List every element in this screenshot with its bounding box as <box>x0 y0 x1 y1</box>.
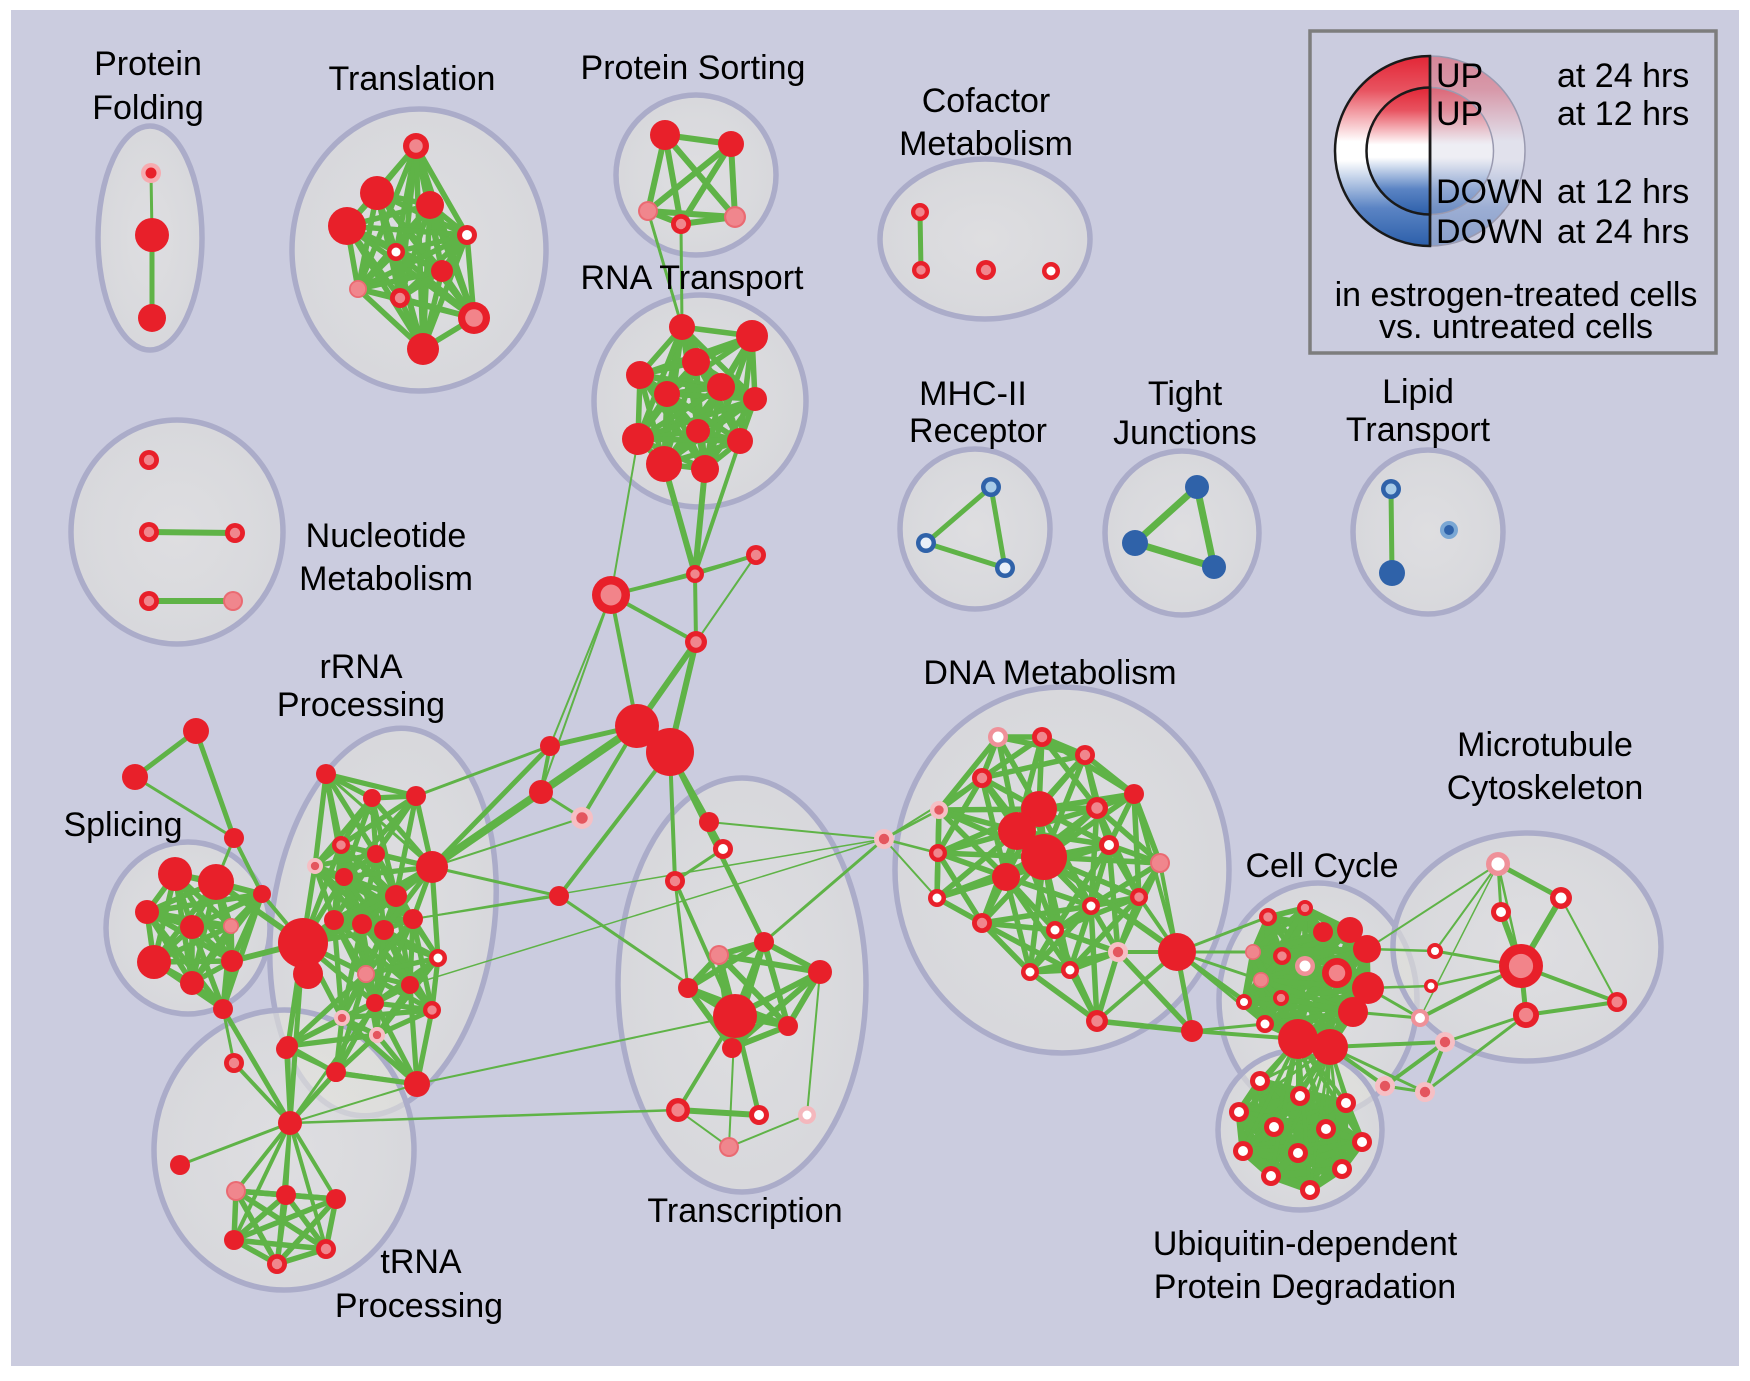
svg-text:Nucleotide: Nucleotide <box>306 517 467 555</box>
svg-text:Transport: Transport <box>1346 411 1491 449</box>
svg-text:Lipid: Lipid <box>1382 373 1454 411</box>
svg-text:Cytoskeleton: Cytoskeleton <box>1447 769 1644 807</box>
svg-text:at 24 hrs: at 24 hrs <box>1557 213 1689 251</box>
svg-text:Ubiquitin-dependent: Ubiquitin-dependent <box>1153 1225 1458 1263</box>
svg-text:MHC-II: MHC-II <box>919 375 1027 413</box>
svg-text:Cell Cycle: Cell Cycle <box>1245 847 1398 885</box>
svg-text:Transcription: Transcription <box>647 1192 842 1230</box>
svg-text:Protein: Protein <box>94 45 202 83</box>
svg-text:Splicing: Splicing <box>63 806 182 844</box>
svg-text:Tight: Tight <box>1148 375 1223 413</box>
svg-text:in estrogen-treated cells: in estrogen-treated cells <box>1335 276 1698 314</box>
svg-text:DOWN: DOWN <box>1436 213 1544 251</box>
svg-text:DOWN: DOWN <box>1436 173 1544 211</box>
svg-text:vs. untreated cells: vs. untreated cells <box>1379 308 1653 346</box>
svg-text:Metabolism: Metabolism <box>899 125 1073 163</box>
svg-text:Junctions: Junctions <box>1113 414 1257 452</box>
svg-text:at 12 hrs: at 12 hrs <box>1557 95 1689 133</box>
svg-text:Cofactor: Cofactor <box>922 82 1051 120</box>
svg-text:RNA Transport: RNA Transport <box>581 259 805 297</box>
svg-text:rRNA: rRNA <box>319 648 402 686</box>
svg-text:Microtubule: Microtubule <box>1457 726 1633 764</box>
svg-text:Translation: Translation <box>329 60 496 98</box>
svg-text:Folding: Folding <box>92 89 204 127</box>
svg-text:Receptor: Receptor <box>909 412 1047 450</box>
svg-text:DNA Metabolism: DNA Metabolism <box>923 654 1176 692</box>
svg-text:Processing: Processing <box>277 686 445 724</box>
svg-text:Protein Sorting: Protein Sorting <box>581 49 806 87</box>
svg-text:Metabolism: Metabolism <box>299 560 473 598</box>
svg-text:tRNA: tRNA <box>380 1243 462 1281</box>
svg-text:Protein Degradation: Protein Degradation <box>1154 1268 1456 1306</box>
svg-text:Processing: Processing <box>335 1287 503 1325</box>
svg-text:at 24 hrs: at 24 hrs <box>1557 57 1689 95</box>
svg-text:at 12 hrs: at 12 hrs <box>1557 173 1689 211</box>
svg-text:UP: UP <box>1436 95 1483 133</box>
svg-text:UP: UP <box>1436 57 1483 95</box>
